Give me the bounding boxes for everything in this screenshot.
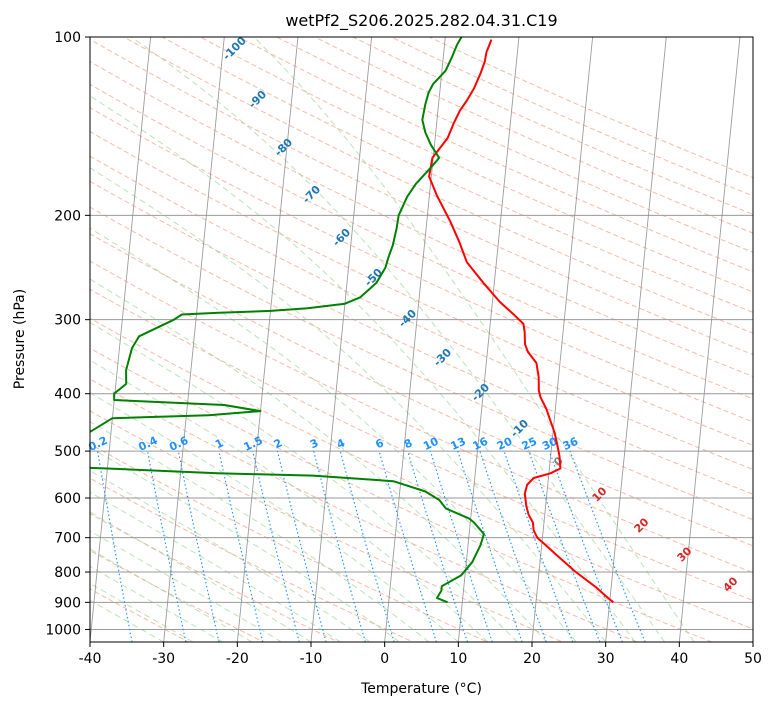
mixing-ratio-line (276, 450, 327, 642)
dry-adiabat (276, 37, 753, 253)
x-tick-label: 10 (449, 651, 467, 667)
y-tick-label: 400 (54, 387, 81, 403)
y-tick-label: 300 (54, 313, 81, 329)
isotherm-line (163, 37, 225, 642)
mixing-ratio-line (378, 450, 437, 642)
mixing-ratio-label: 30 (540, 435, 560, 453)
moist-adiabat (90, 491, 341, 642)
mixing-ratio-label: 16 (471, 435, 491, 453)
mixing-ratio-label: 25 (520, 435, 539, 453)
dry-adiabat (90, 288, 753, 601)
x-tick-label: -40 (79, 651, 102, 667)
y-tick-label: 700 (54, 531, 81, 547)
dry-adiabat (90, 410, 564, 642)
mixing-ratio-label: 20 (495, 435, 515, 453)
x-tick-label: -10 (300, 651, 323, 667)
dry-adiabat (90, 260, 753, 574)
y-tick-label: 500 (54, 444, 81, 460)
plot-area (90, 37, 753, 642)
dry-adiabat (314, 37, 753, 234)
mixing-ratio-line (457, 450, 523, 642)
dry-adiabat (90, 131, 753, 446)
dry-adiabat (90, 378, 639, 642)
x-axis-label: Temperature (°C) (360, 681, 482, 697)
temperature-line (428, 39, 614, 604)
dry-adiabat (90, 38, 753, 356)
dry-adiabat (123, 37, 753, 334)
mixing-ratio-labels: 0.2 0.4 0.6 1 1.5 2 3 4 6 8 10 13 16 20 25 30 36 (86, 434, 580, 454)
profile-curves (90, 37, 614, 604)
moist-adiabat (90, 582, 194, 642)
mixing-ratio-line (146, 450, 187, 642)
x-tick-label: -30 (152, 651, 175, 667)
mixing-ratio-line (177, 450, 220, 642)
y-tick-label: 800 (54, 565, 81, 581)
moist-adiabat (90, 511, 312, 642)
mixing-ratio-label: 10 (421, 435, 441, 453)
moist-adiabat (90, 167, 607, 642)
isotherm-line (236, 37, 299, 642)
y-tick-label: 600 (54, 491, 81, 507)
y-tick-label: 100 (54, 30, 81, 46)
isotherm-line (457, 37, 520, 642)
moist-adiabat (90, 322, 518, 642)
mixing-ratio-line (503, 450, 574, 642)
dewpoint-line (90, 37, 485, 604)
mixing-ratio-line (429, 450, 493, 642)
mixing-ratio-line (407, 450, 469, 642)
axis-ticks: -40 -30 -20 -10 0 10 20 30 40 50 100 200 300 400 500 60… (45, 30, 762, 667)
chart-title: wetPf2_S206.2025.282.04.31.C19 (285, 11, 557, 31)
moist-adiabat (131, 37, 665, 642)
dry-adiabat (90, 317, 753, 630)
moist-adiabat (90, 599, 164, 642)
isotherm-line (384, 37, 446, 642)
dry-adiabat (90, 83, 753, 400)
dry-adiabat (90, 155, 753, 471)
x-tick-label: 0 (380, 651, 389, 667)
x-tick-label: -20 (226, 651, 249, 667)
mixing-ratio-line (218, 450, 264, 642)
moist-adiabat (90, 227, 577, 642)
isotherm-line (310, 37, 373, 642)
isotherm-line (678, 37, 741, 642)
x-tick-label: 40 (670, 651, 688, 667)
mixing-ratio-line (252, 450, 300, 642)
dry-adiabat (200, 37, 753, 293)
moist-adiabat (90, 359, 489, 642)
mixing-ratio-line (339, 450, 395, 642)
x-tick-label: 20 (523, 651, 541, 667)
x-tick-label: 50 (744, 651, 762, 667)
y-tick-label: 1000 (45, 622, 81, 638)
mixing-ratio-line (313, 450, 366, 642)
mixing-ratio-label: 36 (561, 435, 581, 453)
moist-adiabat (90, 530, 282, 642)
mixing-ratio-label: 13 (449, 435, 468, 453)
mixing-ratio-line (479, 450, 547, 642)
dry-adiabat (90, 443, 489, 642)
moist-adiabat (253, 37, 695, 642)
y-tick-label: 200 (54, 208, 81, 224)
moist-adiabat (90, 565, 223, 642)
x-tick-label: 30 (597, 651, 615, 667)
plot-frame (89, 36, 754, 643)
y-tick-label: 900 (54, 595, 81, 611)
dry-adiabat (90, 206, 753, 521)
isotherm-line (605, 37, 667, 642)
isotherm-line (90, 37, 152, 642)
dry-adiabat (90, 477, 415, 642)
y-axis-label: Pressure (hPa) (12, 289, 28, 389)
dry-adiabat (90, 107, 753, 423)
mixing-ratio-line (96, 451, 133, 642)
moist-adiabat (90, 95, 636, 642)
